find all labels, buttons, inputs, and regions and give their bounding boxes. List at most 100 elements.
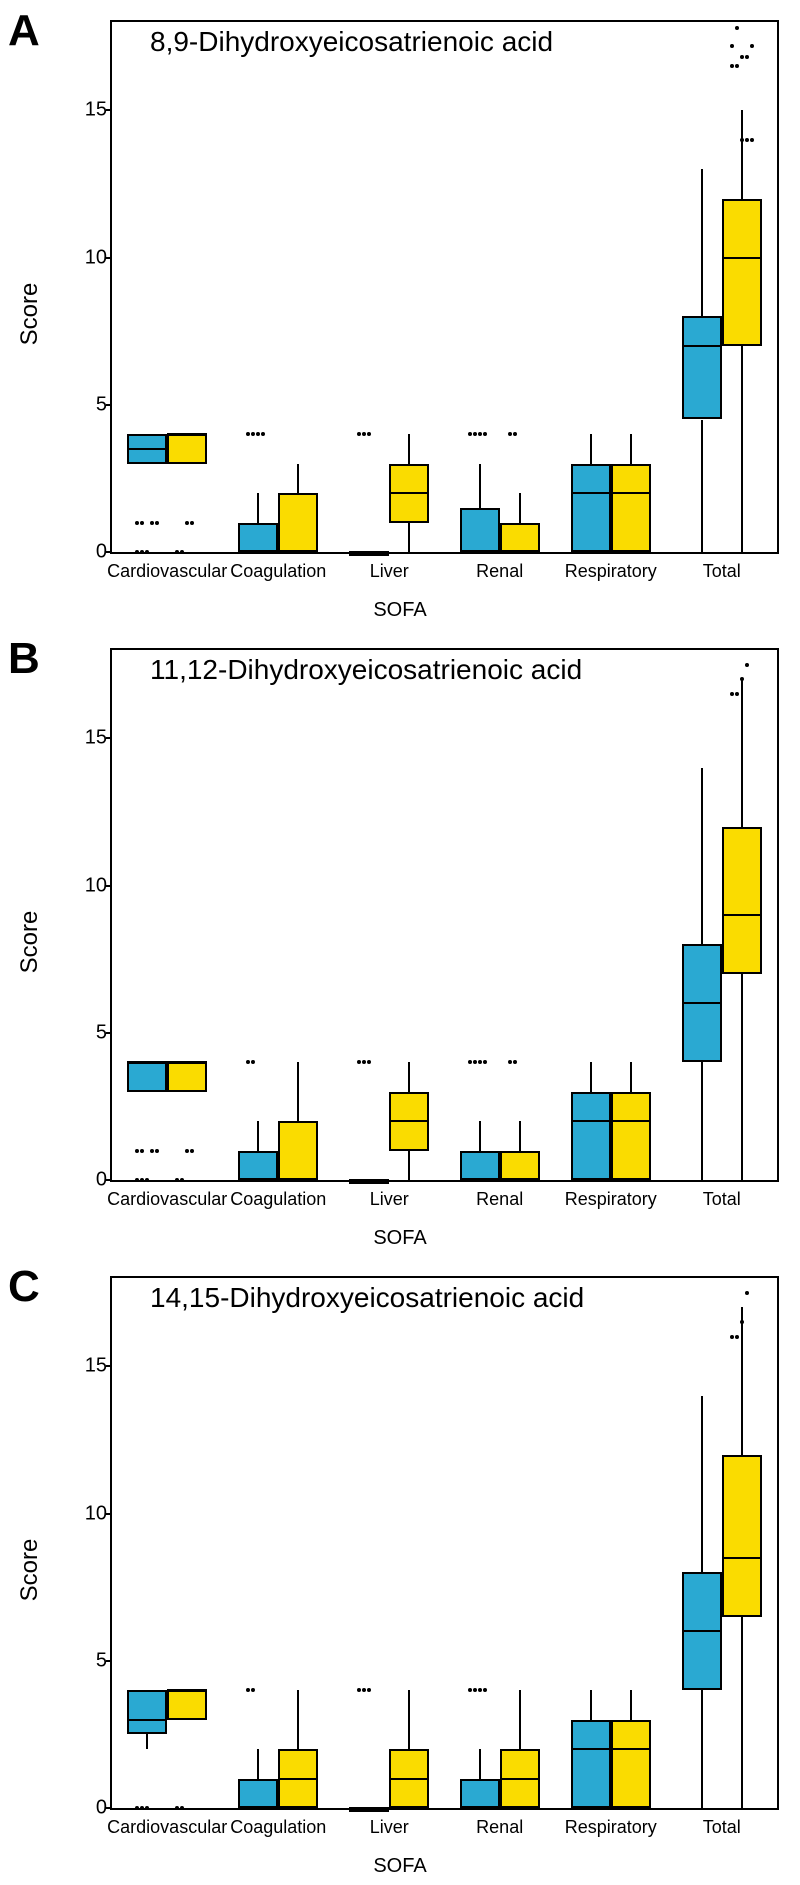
- whisker-upper: [701, 1396, 703, 1573]
- box-group1: [238, 523, 278, 552]
- outlier-point: [145, 1806, 149, 1810]
- outlier-point: [740, 1320, 744, 1324]
- whisker-upper: [630, 1690, 632, 1719]
- whisker-upper: [408, 434, 410, 463]
- median-line: [500, 551, 540, 553]
- box-group2: [167, 1062, 207, 1091]
- outlier-point: [735, 64, 739, 68]
- outlier-point: [150, 1149, 154, 1153]
- x-category-label: Cardiovascular: [107, 561, 227, 582]
- outlier-point: [730, 64, 734, 68]
- outlier-point: [367, 1688, 371, 1692]
- panel-label: A: [8, 6, 40, 56]
- outlier-point: [140, 521, 144, 525]
- whisker-upper: [741, 110, 743, 198]
- y-axis-label: Score: [16, 911, 44, 974]
- outlier-point: [357, 432, 361, 436]
- whisker-upper: [297, 1062, 299, 1121]
- median-line: [349, 1807, 389, 1809]
- x-category-label: Respiratory: [565, 1817, 657, 1838]
- whisker-upper: [590, 1062, 592, 1091]
- median-line: [278, 1179, 318, 1181]
- y-tick: 10: [72, 1502, 107, 1525]
- outlier-point: [740, 55, 744, 59]
- outlier-point: [730, 692, 734, 696]
- median-line: [389, 1778, 429, 1780]
- median-line: [389, 492, 429, 494]
- plot-area: 051015CardiovascularCoagulationLiverRena…: [110, 1276, 779, 1810]
- median-line: [500, 1179, 540, 1181]
- outlier-point: [468, 432, 472, 436]
- median-line: [460, 1807, 500, 1809]
- median-line: [167, 433, 207, 435]
- outlier-point: [185, 521, 189, 525]
- y-tick: 5: [72, 393, 107, 416]
- outlier-point: [367, 432, 371, 436]
- outlier-point: [513, 432, 517, 436]
- outlier-point: [478, 1060, 482, 1064]
- outlier-point: [362, 1688, 366, 1692]
- y-tick: 15: [72, 727, 107, 750]
- median-line: [349, 551, 389, 553]
- whisker-lower: [701, 1690, 703, 1808]
- outlier-point: [745, 663, 749, 667]
- outlier-point: [145, 550, 149, 554]
- median-line: [460, 551, 500, 553]
- box-group1: [682, 316, 722, 419]
- outlier-point: [185, 1149, 189, 1153]
- chart-title: 8,9-Dihydroxyeicosatrienoic acid: [150, 26, 553, 58]
- outlier-point: [735, 26, 739, 30]
- outlier-point: [246, 1060, 250, 1064]
- outlier-point: [473, 1688, 477, 1692]
- outlier-point: [155, 1149, 159, 1153]
- median-line: [571, 492, 611, 494]
- x-category-label: Renal: [476, 561, 523, 582]
- median-line: [682, 345, 722, 347]
- whisker-upper: [741, 1307, 743, 1454]
- outlier-point: [730, 1335, 734, 1339]
- outlier-point: [180, 1806, 184, 1810]
- box-group2: [611, 1092, 651, 1180]
- x-category-label: Liver: [370, 1189, 409, 1210]
- x-category-label: Total: [703, 561, 741, 582]
- outlier-point: [735, 692, 739, 696]
- whisker-lower: [701, 1062, 703, 1180]
- outlier-point: [180, 1178, 184, 1182]
- outlier-point: [190, 1149, 194, 1153]
- outlier-point: [251, 1688, 255, 1692]
- outlier-point: [740, 138, 744, 142]
- outlier-point: [483, 432, 487, 436]
- outlier-point: [750, 44, 754, 48]
- median-line: [682, 1630, 722, 1632]
- y-axis-label: Score: [16, 1539, 44, 1602]
- x-category-label: Cardiovascular: [107, 1817, 227, 1838]
- outlier-point: [180, 550, 184, 554]
- whisker-upper: [519, 1121, 521, 1150]
- panel-a: A051015CardiovascularCoagulationLiverRen…: [0, 0, 800, 628]
- box-group2: [611, 1720, 651, 1808]
- median-line: [127, 448, 167, 450]
- median-line: [167, 1061, 207, 1063]
- chart-title: 14,15-Dihydroxyeicosatrienoic acid: [150, 1282, 584, 1314]
- box-group2: [500, 1151, 540, 1180]
- x-category-label: Liver: [370, 561, 409, 582]
- outlier-point: [513, 1060, 517, 1064]
- outlier-point: [735, 1335, 739, 1339]
- chart-title: 11,12-Dihydroxyeicosatrienoic acid: [150, 654, 582, 686]
- box-group2: [722, 199, 762, 346]
- median-line: [127, 1719, 167, 1721]
- outlier-point: [468, 1688, 472, 1692]
- outlier-point: [508, 432, 512, 436]
- y-axis-label: Score: [16, 283, 44, 346]
- y-tick: 10: [72, 874, 107, 897]
- whisker-upper: [590, 434, 592, 463]
- box-group2: [167, 1690, 207, 1719]
- plot-area: 051015CardiovascularCoagulationLiverRena…: [110, 648, 779, 1182]
- x-axis-label: SOFA: [373, 1855, 426, 1878]
- y-tick: 5: [72, 1649, 107, 1672]
- whisker-upper: [741, 679, 743, 826]
- whisker-upper: [630, 1062, 632, 1091]
- y-tick: 0: [72, 1169, 107, 1192]
- box-group1: [127, 1062, 167, 1091]
- x-category-label: Liver: [370, 1817, 409, 1838]
